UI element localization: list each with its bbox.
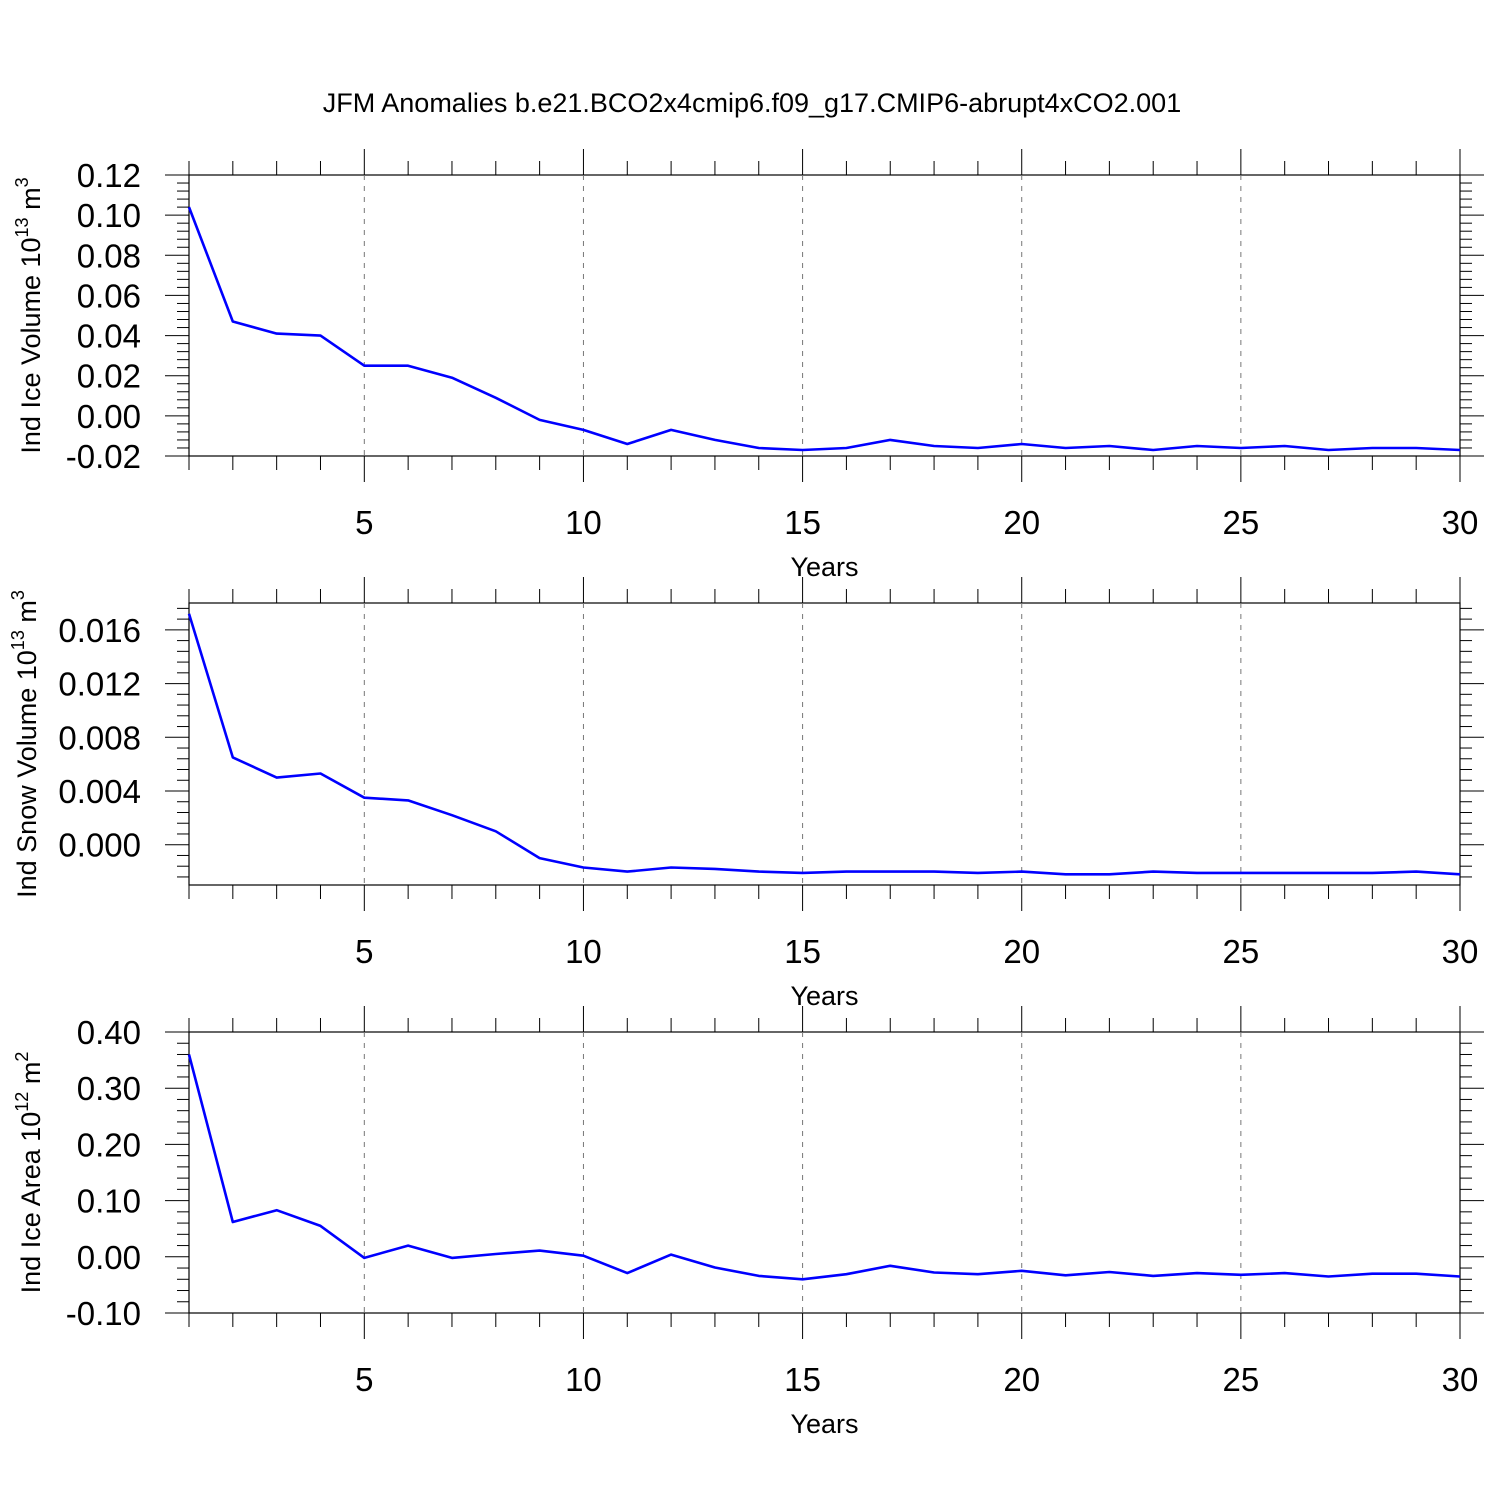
x-tick-label: 5 [355,1361,373,1398]
x-axis-label: Years [790,1409,858,1439]
x-tick-label: 10 [565,1361,602,1398]
x-tick-label: 15 [784,504,821,541]
y-axis-label: Ind Ice Volume 1013 m3 [12,177,46,453]
x-tick-label: 20 [1003,933,1040,970]
y-axis-label: Ind Snow Volume 1013 m3 [8,590,42,898]
x-tick-label: 5 [355,504,373,541]
y-tick-label: 0.20 [77,1126,141,1163]
y-tick-label: 0.012 [58,666,141,703]
y-tick-label: 0.02 [77,358,141,395]
panel-1: 5 10 15 20 25 30 Years -0.020.000.020.04 0.060.0… [12,149,1484,582]
figure-title: JFM Anomalies b.e21.BCO2x4cmip6.f09_g17.… [323,88,1181,118]
x-tick-label: 25 [1223,933,1260,970]
y-axis-label: Ind Ice Area 1012 m2 [12,1052,46,1294]
x-tick-label: 15 [784,1361,821,1398]
x-tick-label: 20 [1003,1361,1040,1398]
y-tick-label: 0.10 [77,1183,141,1220]
x-tick-label: 10 [565,933,602,970]
y-tick-label: -0.10 [66,1295,141,1332]
y-tick-label: -0.02 [66,438,141,475]
y-tick-label: 0.000 [58,827,141,864]
x-tick-label: 25 [1223,1361,1260,1398]
panel-3: 5 10 15 20 25 30 Years -0.10 0.00 0.10 0.20 0.30 0.4… [12,1006,1484,1439]
y-tick-label: 0.00 [77,1239,141,1276]
y-tick-label: 0.04 [77,318,141,355]
x-tick-label: 30 [1442,504,1479,541]
y-tick-label: 0.008 [58,719,141,756]
x-tick-label: 5 [355,933,373,970]
plot-frame [188,174,1461,457]
panel-2: 5 10 15 20 25 30 Years 0.000 0.004 0.008 0.012 0.01… [8,577,1484,1011]
x-tick-label: 25 [1223,504,1260,541]
panels: 5 10 15 20 25 30Years-0.020.000.020.040.060.0… [8,149,1484,1439]
data-series-line [187,613,1461,876]
x-tick-label: 30 [1442,933,1479,970]
x-axis-label: Years [790,552,858,582]
x-axis-label: Years [790,981,858,1011]
y-tick-label: 0.06 [77,277,141,314]
x-tick-label: 30 [1442,1361,1479,1398]
y-tick-label: 0.016 [58,612,141,649]
plot-frame [188,1031,1461,1314]
y-tick-label: 0.10 [77,197,141,234]
y-tick-label: 0.004 [58,773,141,810]
x-tick-label: 10 [565,504,602,541]
plot-frame [188,602,1461,886]
y-tick-label: 0.00 [77,398,141,435]
y-tick-label: 0.12 [77,157,141,194]
data-series-line [187,1054,1461,1281]
y-tick-label: 0.30 [77,1070,141,1107]
data-series-line [187,206,1461,452]
y-tick-label: 0.08 [77,237,141,274]
y-tick-label: 0.40 [77,1014,141,1051]
x-tick-label: 15 [784,933,821,970]
x-tick-label: 20 [1003,504,1040,541]
